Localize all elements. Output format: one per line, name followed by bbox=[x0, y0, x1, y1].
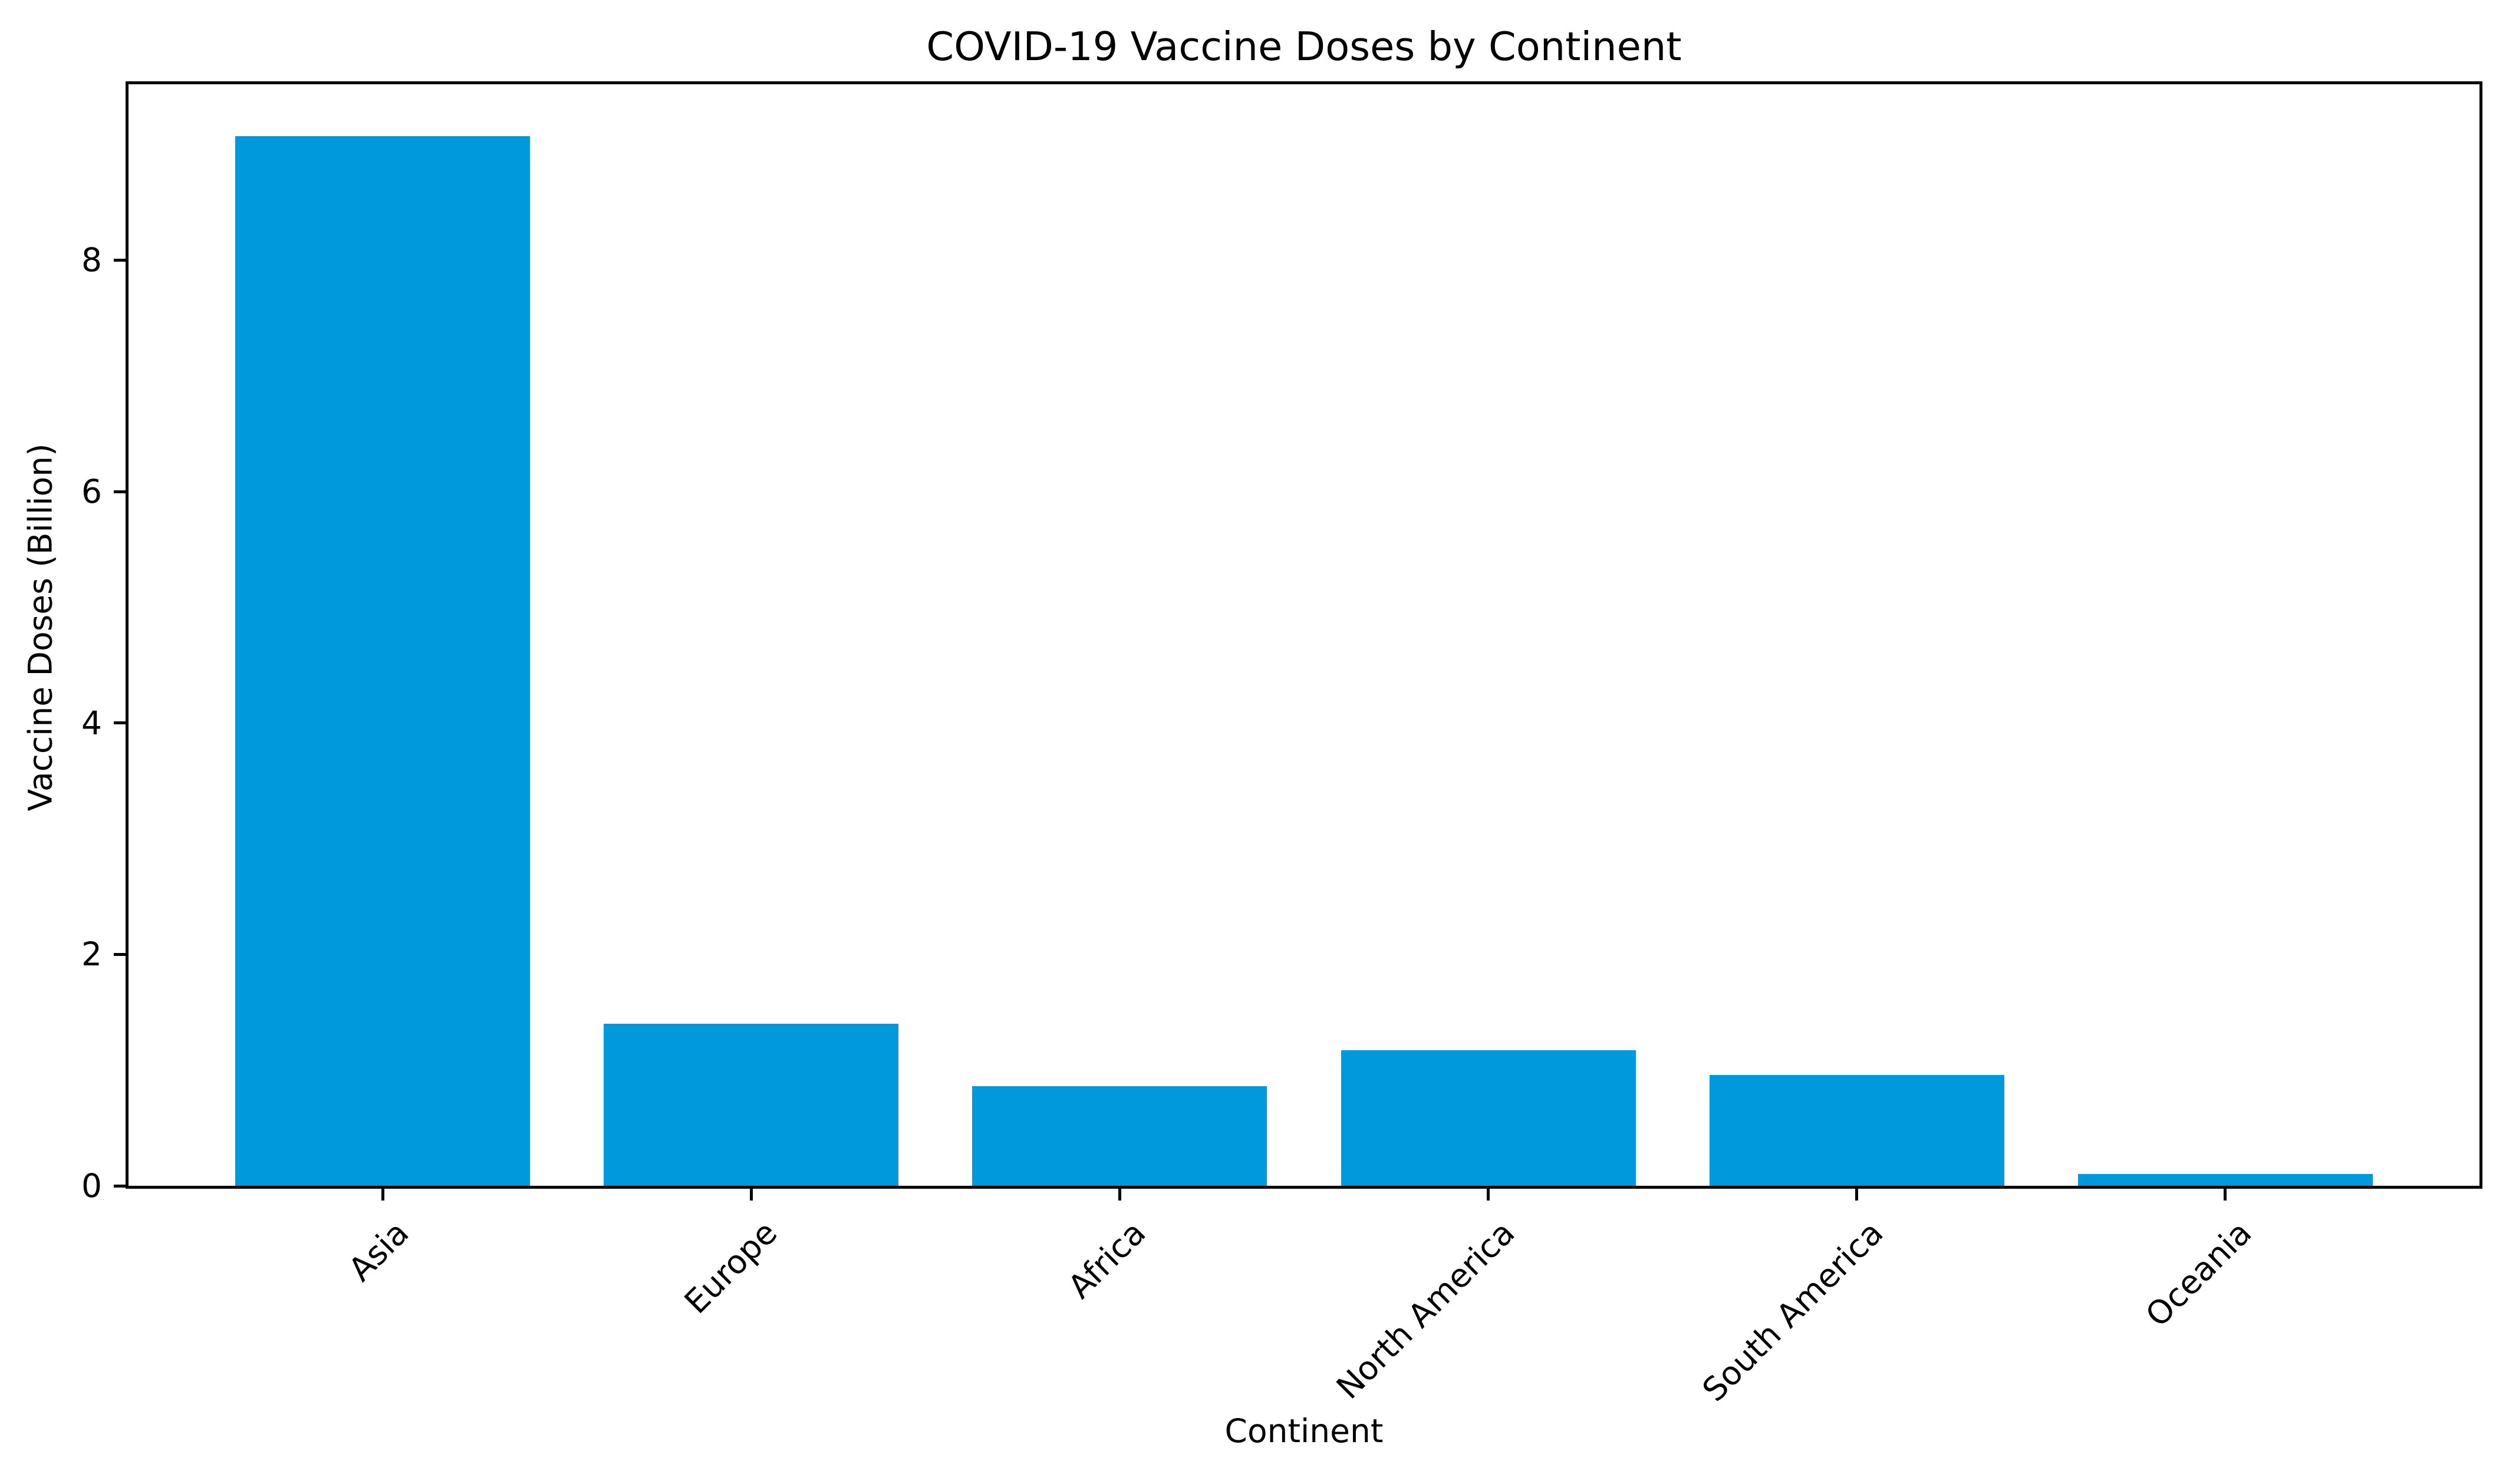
x-tick-mark-south-america bbox=[1855, 1189, 1859, 1201]
x-tick-mark-oceania bbox=[2224, 1189, 2227, 1201]
y-tick-label-8: 8 bbox=[81, 241, 102, 279]
x-tick-mark-asia bbox=[381, 1189, 384, 1201]
y-tick-mark-4 bbox=[114, 721, 126, 725]
y-tick-mark-2 bbox=[114, 952, 126, 956]
bar-europe bbox=[604, 1024, 899, 1186]
x-axis-label: Continent bbox=[1224, 1412, 1384, 1450]
plot-area bbox=[126, 81, 2482, 1189]
x-tick-mark-africa bbox=[1118, 1189, 1121, 1201]
y-tick-mark-0 bbox=[114, 1184, 126, 1188]
y-tick-label-2: 2 bbox=[81, 935, 102, 974]
chart-title: COVID-19 Vaccine Doses by Continent bbox=[926, 24, 1682, 70]
bar-south-america bbox=[1709, 1074, 2004, 1186]
y-tick-label-6: 6 bbox=[81, 473, 102, 511]
y-tick-mark-8 bbox=[114, 258, 126, 262]
bar-asia bbox=[235, 136, 531, 1186]
x-tick-mark-europe bbox=[749, 1189, 753, 1201]
y-tick-label-4: 4 bbox=[81, 704, 102, 742]
bar-africa bbox=[972, 1086, 1267, 1186]
bar-north-america bbox=[1341, 1050, 1636, 1186]
y-tick-label-0: 0 bbox=[81, 1167, 102, 1205]
x-tick-mark-north-america bbox=[1487, 1189, 1490, 1201]
bar-oceania bbox=[2077, 1174, 2373, 1186]
y-tick-mark-6 bbox=[114, 490, 126, 493]
